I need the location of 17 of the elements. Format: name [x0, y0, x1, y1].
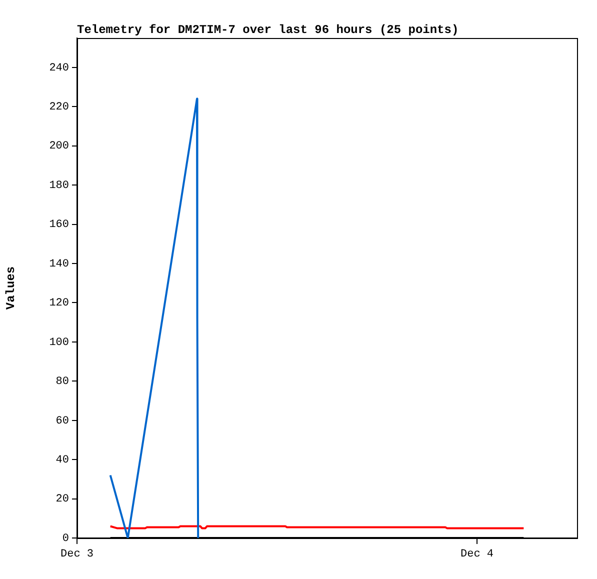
y-tick-label: 80 — [56, 376, 69, 388]
x-tick-label: Dec 4 — [460, 548, 494, 561]
y-tick-label: 240 — [49, 62, 69, 74]
y-tick-label: 140 — [49, 258, 69, 270]
y-tick-label: 160 — [49, 219, 69, 232]
y-tick-label: 40 — [56, 454, 69, 466]
y-axis-title: Values — [4, 266, 18, 310]
y-tick-label: 100 — [49, 336, 69, 349]
y-tick-label: 60 — [56, 415, 69, 428]
y-tick-label: 120 — [49, 298, 69, 310]
y-tick-label: 0 — [62, 532, 69, 545]
y-tick-label: 180 — [49, 180, 69, 192]
y-tick-label: 20 — [56, 494, 69, 506]
x-tick-label: Dec 3 — [60, 548, 94, 561]
chart-title: Telemetry for DM2TIM-7 over last 96 hours (25 points) — [77, 23, 459, 37]
y-tick-label: 200 — [49, 140, 69, 153]
y-tick-label: 220 — [49, 102, 69, 114]
